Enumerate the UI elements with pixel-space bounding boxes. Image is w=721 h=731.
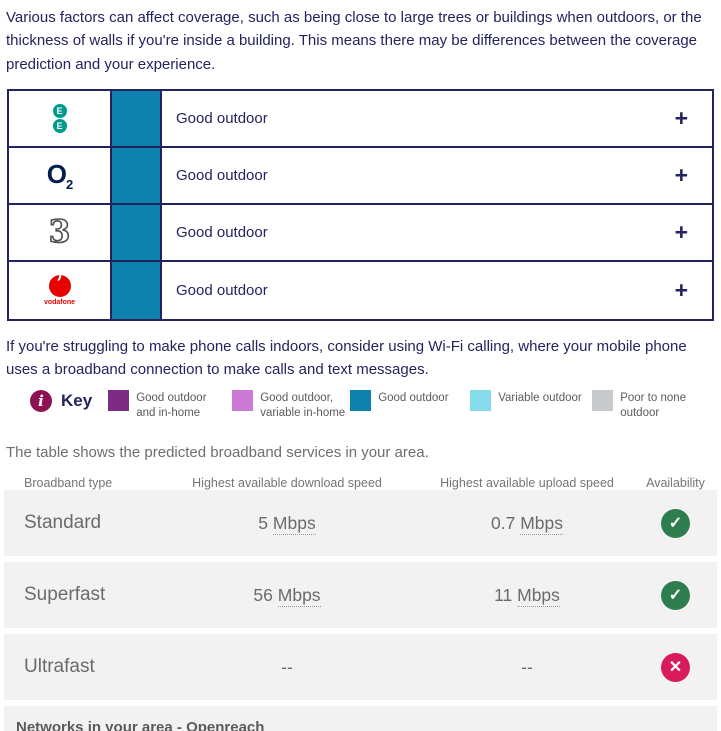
- col-header-availability: Availability: [646, 476, 705, 490]
- download-speed-value: 56 Mbps: [253, 584, 321, 607]
- coverage-color-cell: [112, 147, 162, 203]
- vodafone-speechmark-icon: ’: [48, 274, 71, 297]
- coverage-status-label: Good outdoor: [176, 281, 268, 299]
- download-speed-value: --: [281, 656, 293, 677]
- ee-logo-icon: E E: [52, 103, 67, 133]
- coverage-key: i Key Good outdoor and in-home Good outd…: [30, 390, 721, 420]
- col-header-download-speed: Highest available download speed: [192, 476, 382, 490]
- coverage-color-cell: [112, 261, 162, 319]
- coverage-main-cell: Good outdoor +: [162, 262, 712, 319]
- expand-plus-icon[interactable]: +: [674, 218, 688, 245]
- networks-title: Networks in your area - Openreach: [16, 719, 703, 731]
- col-header-broadband-type: Broadband type: [24, 476, 113, 490]
- ee-bubble-top: E: [52, 103, 67, 118]
- mbps-tooltip-term[interactable]: Mbps: [277, 584, 321, 607]
- legend-item-good-outdoor-inhome: Good outdoor and in-home: [108, 390, 232, 420]
- download-speed-value: 5 Mbps: [258, 512, 316, 535]
- legend-item-good-outdoor-variable: Good outdoor, variable in-home: [232, 390, 350, 420]
- coverage-status-label: Good outdoor: [176, 166, 268, 184]
- legend-swatch-grey: [592, 390, 614, 412]
- coverage-status-label: Good outdoor: [176, 109, 268, 127]
- legend-swatch-teal: [350, 390, 372, 412]
- three-logo-icon: 3: [48, 213, 71, 251]
- coverage-row-o2: O2 Good outdoor +: [9, 147, 712, 205]
- legend-item-good-outdoor: Good outdoor: [350, 390, 470, 412]
- mbps-tooltip-term[interactable]: Mbps: [520, 512, 563, 535]
- upload-speed-value: 0.7 Mbps: [491, 512, 563, 535]
- broadband-type-label: Superfast: [24, 584, 106, 605]
- vodafone-wordmark: vodafone: [43, 298, 76, 306]
- vodafone-logo-icon: ’ vodafone: [43, 274, 76, 306]
- broadband-table-header: Broadband type Highest available downloa…: [4, 476, 717, 490]
- networks-in-area-panel: Networks in your area - Openreach Click …: [4, 706, 717, 731]
- availability-check-icon: ✓: [661, 508, 690, 538]
- availability-cross-icon: ✕: [661, 652, 690, 682]
- coverage-color-cell: [112, 204, 162, 260]
- coverage-intro-text: Various factors can affect coverage, suc…: [6, 9, 702, 73]
- legend-swatch-orchid: [232, 390, 254, 412]
- legend-label: Variable outdoor: [498, 392, 582, 405]
- vodafone-logo-cell: ’ vodafone: [9, 261, 112, 319]
- broadband-row-superfast: Superfast 56 Mbps 11 Mbps ✓: [4, 562, 717, 628]
- coverage-main-cell: Good outdoor +: [162, 148, 712, 203]
- broadband-intro-text: The table shows the predicted broadband …: [6, 444, 429, 461]
- legend-label: Good outdoor and in-home: [136, 392, 207, 419]
- three-logo-cell: 3: [9, 204, 112, 260]
- mobile-coverage-table: E E Good outdoor + O2 Good outdoor + 3 G…: [7, 88, 714, 321]
- o2-logo-icon: O2: [46, 158, 74, 192]
- expand-plus-icon[interactable]: +: [674, 276, 688, 303]
- info-icon[interactable]: i: [30, 390, 52, 413]
- legend-swatch-cyan: [470, 390, 492, 412]
- col-header-upload-speed: Highest available upload speed: [440, 476, 614, 490]
- coverage-main-cell: Good outdoor +: [162, 91, 712, 146]
- o2-logo-cell: O2: [9, 147, 112, 203]
- coverage-row-three: 3 Good outdoor +: [9, 204, 712, 262]
- openreach-link[interactable]: Openreach: [186, 719, 265, 731]
- legend-label: Good outdoor: [378, 392, 449, 405]
- legend-item-poor-none: Poor to none outdoor: [592, 390, 690, 420]
- key-label: Key: [61, 391, 93, 411]
- upload-speed-value: 11 Mbps: [494, 584, 560, 607]
- upload-speed-value: --: [521, 656, 533, 677]
- coverage-row-ee: E E Good outdoor +: [9, 90, 712, 148]
- coverage-status-label: Good outdoor: [176, 223, 268, 241]
- legend-swatch-purple: [108, 390, 130, 412]
- broadband-type-label: Standard: [24, 512, 102, 533]
- broadband-type-label: Ultrafast: [24, 656, 95, 677]
- coverage-color-cell: [112, 90, 162, 146]
- ee-logo-cell: E E: [9, 90, 112, 146]
- broadband-row-standard: Standard 5 Mbps 0.7 Mbps ✓: [4, 490, 717, 556]
- legend-label: Good outdoor, variable in-home: [260, 392, 346, 419]
- ee-bubble-bottom: E: [52, 118, 67, 133]
- legend-item-variable-outdoor: Variable outdoor: [470, 390, 592, 412]
- mbps-tooltip-term[interactable]: Mbps: [272, 512, 316, 535]
- availability-check-icon: ✓: [661, 580, 690, 610]
- expand-plus-icon[interactable]: +: [674, 104, 688, 131]
- wifi-calling-text: If you're struggling to make phone calls…: [6, 337, 687, 378]
- mbps-tooltip-term[interactable]: Mbps: [517, 584, 560, 607]
- coverage-row-vodafone: ’ vodafone Good outdoor +: [9, 261, 712, 319]
- broadband-row-ultrafast: Ultrafast -- -- ✕: [4, 634, 717, 700]
- coverage-main-cell: Good outdoor +: [162, 205, 712, 260]
- expand-plus-icon[interactable]: +: [674, 161, 688, 188]
- legend-label: Poor to none outdoor: [620, 392, 687, 419]
